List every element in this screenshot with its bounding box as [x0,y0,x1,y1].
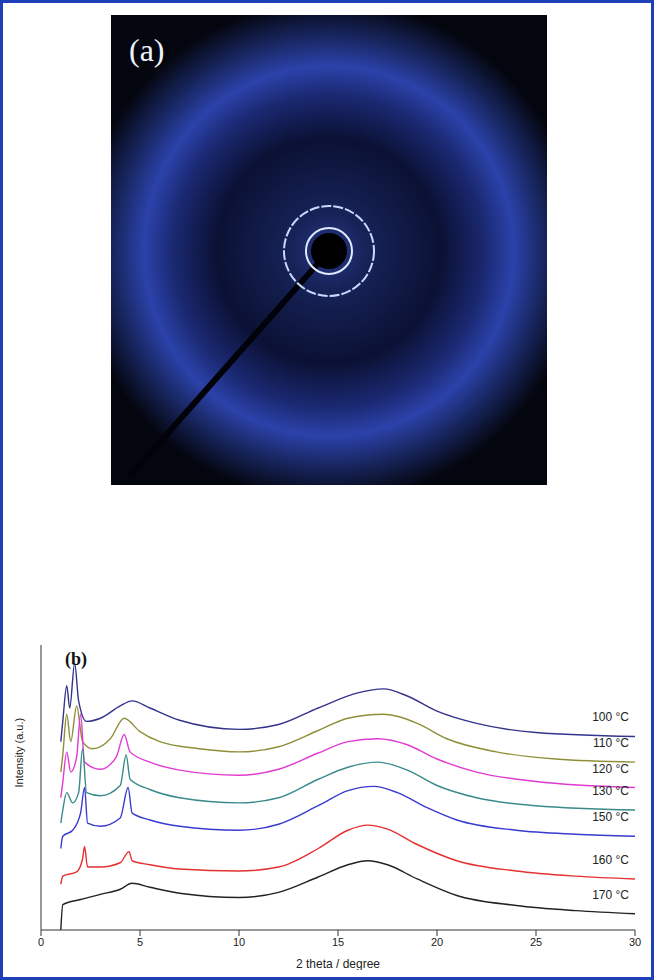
html-text:(b): (b) [65,649,87,669]
svg-text:100 °C: 100 °C [592,710,629,724]
svg-text:Intensity (a.u.): Intensity (a.u.) [13,718,25,788]
svg-text:15: 15 [332,936,344,948]
svg-text:170 °C: 170 °C [592,888,629,902]
svg-text:130 °C: 130 °C [592,784,629,798]
svg-text:30: 30 [629,936,641,948]
svg-text:160 °C: 160 °C [592,853,629,867]
svg-text:10: 10 [233,936,245,948]
svg-text:25: 25 [530,936,542,948]
svg-text:2 theta / degree: 2 theta / degree [296,957,380,970]
svg-text:110 °C: 110 °C [593,736,629,750]
svg-text:(a): (a) [129,32,165,68]
svg-text:150 °C: 150 °C [592,810,629,824]
svg-text:20: 20 [431,936,443,948]
svg-text:5: 5 [137,936,143,948]
svg-text:120 °C: 120 °C [592,762,629,776]
svg-text:0: 0 [38,936,44,948]
